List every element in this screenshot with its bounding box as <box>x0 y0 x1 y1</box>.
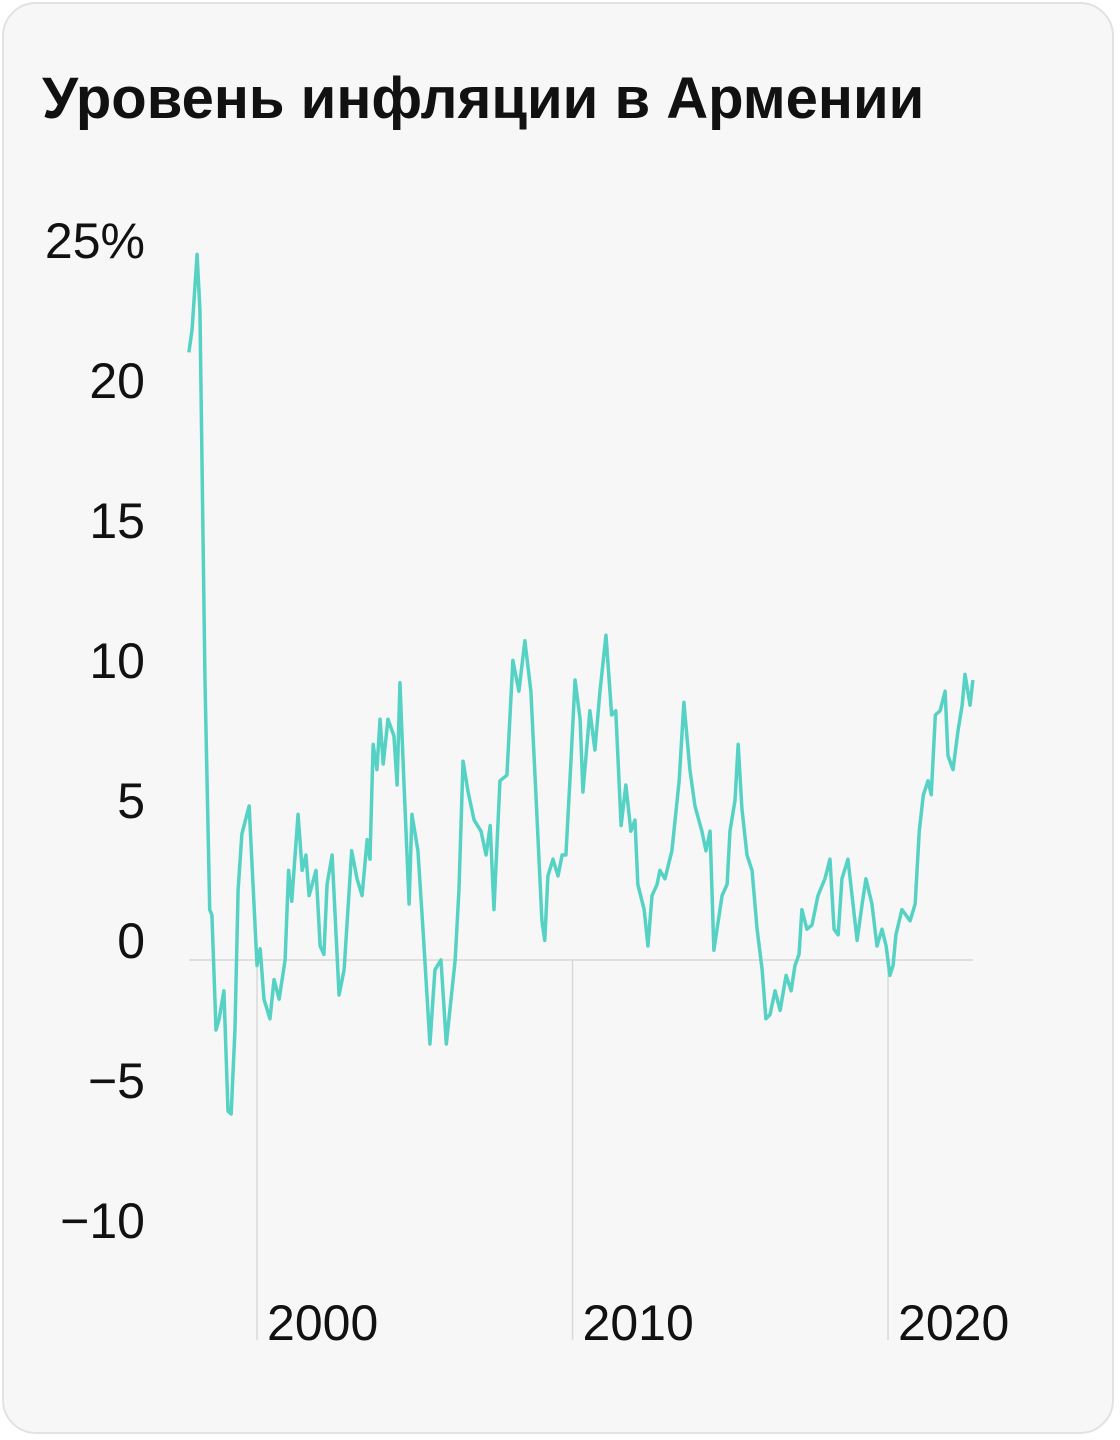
y-tick-label: −10 <box>60 1193 145 1249</box>
x-tick-label: 2010 <box>583 1295 694 1351</box>
y-tick-label: 10 <box>89 633 145 689</box>
x-tick-label: 2020 <box>898 1295 1009 1351</box>
y-tick-label: 15 <box>89 493 145 549</box>
line-series <box>187 252 975 1116</box>
y-tick-label: 25% <box>45 213 145 269</box>
y-tick-label: 20 <box>89 353 145 409</box>
y-tick-label: 5 <box>117 773 145 829</box>
chart-title: Уровень инфляции в Армении <box>42 66 924 131</box>
y-tick-label: −5 <box>88 1053 145 1109</box>
x-tick-label: 2000 <box>267 1295 378 1351</box>
y-tick-label: 0 <box>117 913 145 969</box>
